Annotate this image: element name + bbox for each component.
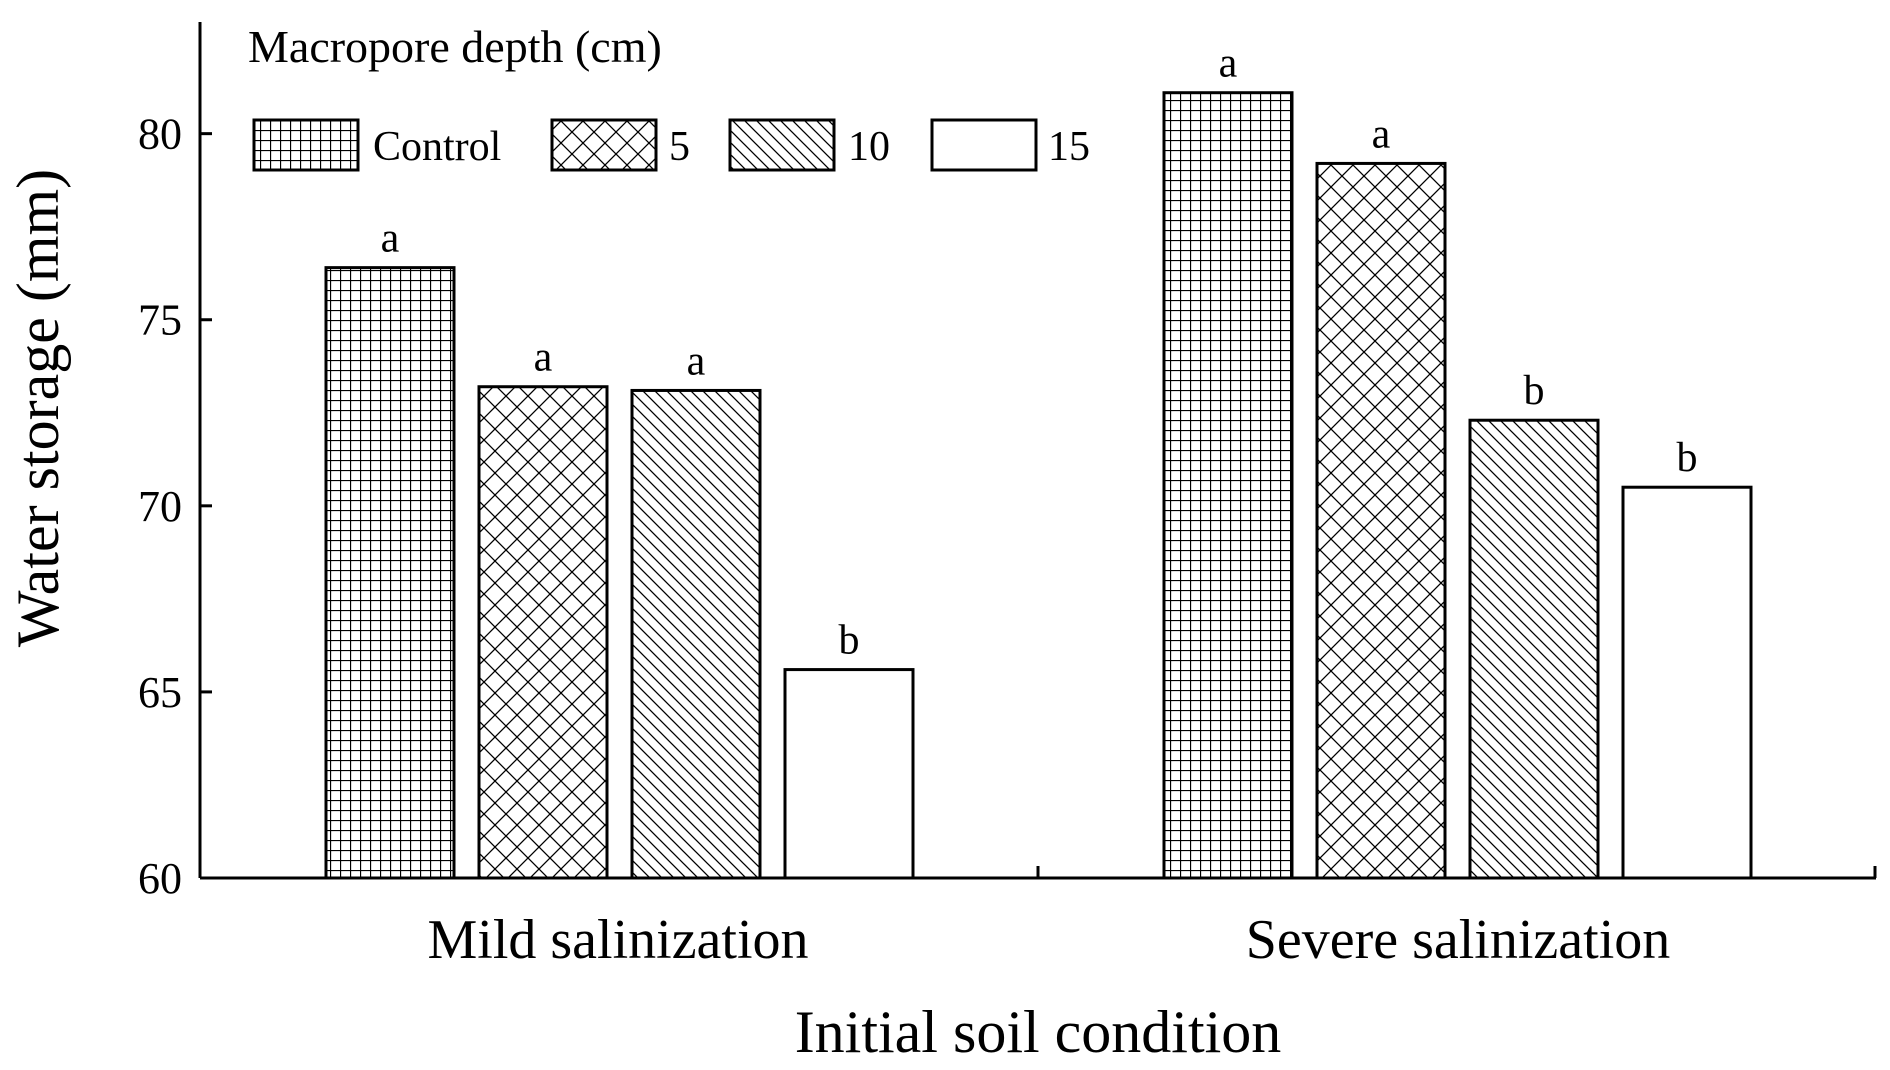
significance-label-1-3: b: [1677, 435, 1698, 481]
bar-0-0: [324, 266, 456, 880]
legend-swatch-3: [930, 118, 1038, 172]
x-ticks: [1036, 866, 1877, 878]
significance-label-1-1: a: [1372, 111, 1391, 157]
legend-label-3: 15: [1048, 124, 1090, 170]
legend-items: Control 5 10 15: [252, 118, 1090, 172]
legend: Macropore depth (cm) Control 5 10 15: [248, 21, 1090, 172]
bar-0-3: [783, 668, 915, 880]
x-axis-title: Initial soil condition: [795, 999, 1282, 1065]
bars-layer: [324, 91, 1753, 880]
y-axis-title: Water storage (mm): [5, 169, 71, 647]
y-tick-label-3: 75: [138, 296, 182, 345]
legend-title: Macropore depth (cm): [248, 21, 662, 72]
significance-label-0-1: a: [534, 335, 553, 381]
bar-1-1: [1315, 161, 1447, 880]
y-tick-label-1: 65: [138, 668, 182, 717]
bar-1-2: [1468, 418, 1600, 880]
significance-label-0-3: b: [839, 618, 860, 664]
legend-swatch-2: [728, 118, 836, 172]
x-category-label-mild: Mild salinization: [427, 909, 808, 971]
legend-label-0: Control: [373, 124, 501, 170]
y-ticks: 60 65 70 75 80: [138, 110, 212, 903]
significance-label-1-2: b: [1524, 368, 1545, 414]
legend-swatch-0: [252, 118, 360, 172]
legend-swatch-1: [550, 118, 658, 172]
labels-layer: a a a b a a b b: [381, 41, 1698, 664]
significance-label-0-2: a: [687, 338, 706, 384]
legend-label-2: 10: [848, 124, 890, 170]
significance-label-1-0: a: [1219, 41, 1238, 87]
y-tick-label-0: 60: [138, 854, 182, 903]
legend-label-1: 5: [669, 124, 690, 170]
bar-0-1: [477, 385, 609, 880]
y-tick-label-2: 70: [138, 482, 182, 531]
x-category-label-severe: Severe salinization: [1246, 909, 1671, 971]
bar-1-3: [1621, 485, 1753, 880]
y-tick-label-4: 80: [138, 110, 182, 159]
bar-1-0: [1162, 91, 1294, 880]
significance-label-0-0: a: [381, 216, 400, 262]
bar-0-2: [630, 388, 762, 880]
